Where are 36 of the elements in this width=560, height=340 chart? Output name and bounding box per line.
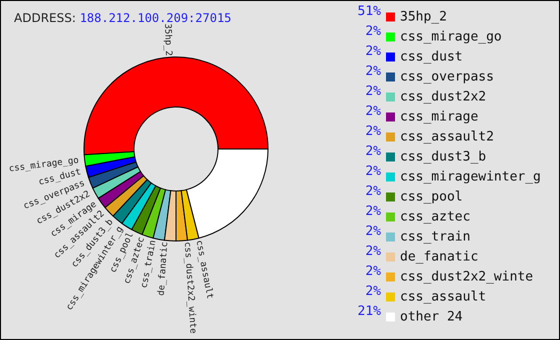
data-label: 51%: [358, 4, 382, 19]
slice-label: 35hp_2: [162, 23, 174, 56]
legend-label: de_fanatic: [400, 250, 478, 264]
legend-label: css_mirage: [400, 110, 478, 124]
data-label: 2%: [365, 164, 382, 179]
text: ADDRESS: 188.212.100.209:27015: [14, 11, 232, 25]
legend-label: css_train: [400, 230, 470, 244]
legend-label: 35hp_2: [400, 10, 447, 24]
data-label: 2%: [365, 44, 382, 59]
legend-label: css_pool: [400, 190, 463, 204]
slice-label: de_fanatic: [156, 242, 170, 296]
legend-label: css_aztec: [400, 210, 470, 224]
legend-label: css_dust2x2: [400, 90, 486, 104]
data-label: 2%: [365, 24, 382, 39]
data-label: 2%: [365, 84, 382, 99]
legend-label: css_dust3_b: [400, 150, 486, 164]
legend-label: css_assault2: [400, 130, 494, 144]
data-label: 2%: [365, 104, 382, 119]
legend-label: other 24: [400, 310, 463, 324]
data-label: 21%: [358, 304, 382, 319]
data-label: 2%: [365, 224, 382, 239]
legend-label: css_dust2x2_winte: [400, 270, 534, 284]
data-label: 2%: [365, 184, 382, 199]
data-label: 2%: [365, 244, 382, 259]
legend-label: css_dust: [400, 50, 463, 64]
data-label: 2%: [365, 64, 382, 79]
slice-label: css_dust2x2_winte: [182, 242, 198, 334]
data-label: 2%: [365, 204, 382, 219]
legend-label: css_assault: [400, 290, 486, 304]
legend-label: css_mirage_go: [400, 30, 502, 44]
legend-label: css_overpass: [400, 70, 494, 84]
data-label: 2%: [365, 284, 382, 299]
data-label: 2%: [365, 144, 382, 159]
legend-label: css_miragewinter_g: [400, 170, 541, 184]
data-label: 2%: [365, 264, 382, 279]
data-label: 2%: [365, 124, 382, 139]
